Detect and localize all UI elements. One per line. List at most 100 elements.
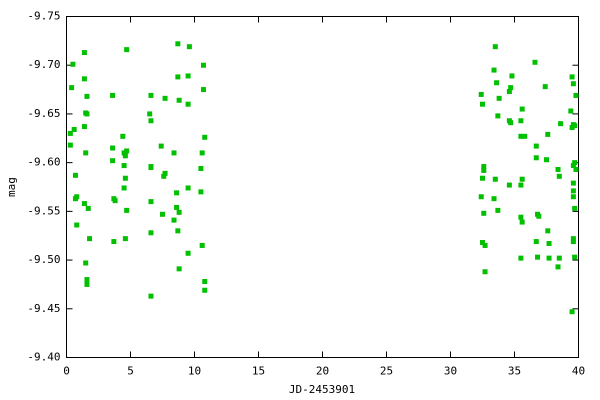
data-point xyxy=(558,121,564,127)
data-point xyxy=(570,188,576,194)
data-point xyxy=(84,111,90,117)
data-point xyxy=(81,50,87,56)
data-point xyxy=(72,172,78,178)
data-point xyxy=(71,127,77,133)
data-point xyxy=(556,255,562,261)
data-point xyxy=(199,150,205,156)
data-point xyxy=(69,85,75,91)
data-point xyxy=(174,190,180,196)
x-tick-label: 10 xyxy=(188,365,201,378)
data-point xyxy=(508,85,514,91)
data-point xyxy=(185,185,191,191)
data-point xyxy=(84,93,90,99)
data-point xyxy=(572,254,578,260)
data-point xyxy=(124,47,130,53)
data-point xyxy=(120,133,126,139)
data-point xyxy=(70,61,76,67)
data-point xyxy=(121,185,127,191)
data-point xyxy=(200,62,206,68)
data-point xyxy=(110,92,116,98)
data-point xyxy=(202,279,208,285)
data-point xyxy=(160,211,165,217)
data-point xyxy=(572,205,578,211)
data-point xyxy=(158,143,164,149)
data-point xyxy=(122,175,128,181)
data-point xyxy=(110,145,116,151)
data-point xyxy=(148,118,154,124)
data-point xyxy=(555,264,561,270)
data-point xyxy=(572,123,578,129)
data-point xyxy=(81,201,87,207)
data-point xyxy=(176,266,182,272)
data-point xyxy=(198,189,204,195)
data-point xyxy=(81,124,87,130)
data-point xyxy=(570,180,576,186)
data-point xyxy=(496,95,502,101)
data-point xyxy=(518,255,524,261)
x-tick-label: 15 xyxy=(252,365,265,378)
data-point xyxy=(545,228,551,234)
data-point xyxy=(121,150,127,156)
data-point xyxy=(83,260,89,266)
data-point xyxy=(147,111,153,117)
data-point xyxy=(533,239,539,245)
x-axis-label: JD-2453901 xyxy=(289,383,355,396)
data-point xyxy=(110,158,116,164)
data-point xyxy=(491,196,497,202)
data-point xyxy=(124,148,130,154)
data-point xyxy=(185,250,191,256)
data-point xyxy=(570,163,576,169)
data-point xyxy=(518,133,524,139)
data-point xyxy=(518,118,524,124)
plot-frame xyxy=(66,16,579,358)
data-point xyxy=(112,198,118,204)
data-point xyxy=(148,199,154,205)
data-point xyxy=(508,120,514,126)
x-tick-label: 5 xyxy=(127,365,134,378)
data-point xyxy=(478,91,484,97)
x-tick-label: 0 xyxy=(63,365,70,378)
data-point xyxy=(570,81,576,87)
data-point xyxy=(185,101,191,107)
data-point xyxy=(202,134,208,140)
data-point xyxy=(533,155,539,161)
data-point xyxy=(506,182,512,188)
y-tick-label: -9.40 xyxy=(27,351,60,364)
data-point xyxy=(569,309,575,315)
data-point xyxy=(545,131,551,137)
data-point xyxy=(111,239,117,245)
data-point xyxy=(522,133,528,139)
data-point xyxy=(171,217,177,223)
data-point xyxy=(569,74,575,80)
x-tick-label: 35 xyxy=(508,365,521,378)
data-point xyxy=(121,163,127,169)
data-point xyxy=(122,153,128,159)
data-point xyxy=(175,74,181,80)
data-point xyxy=(480,175,485,181)
data-point xyxy=(519,106,525,112)
data-point xyxy=(480,101,485,107)
y-tick-label: -9.55 xyxy=(27,204,60,217)
data-point xyxy=(175,228,181,234)
data-point xyxy=(572,160,578,166)
data-point xyxy=(532,59,538,65)
data-point xyxy=(85,205,91,211)
data-point xyxy=(176,97,182,103)
data-point xyxy=(573,92,579,98)
y-axis-label: mag xyxy=(5,177,18,197)
y-tick-label: -9.70 xyxy=(27,58,60,71)
data-point xyxy=(570,236,576,242)
data-point xyxy=(492,176,498,182)
data-point xyxy=(535,254,541,260)
data-point xyxy=(568,108,574,114)
data-point xyxy=(555,166,561,172)
data-point xyxy=(199,242,205,248)
x-tick-label: 30 xyxy=(444,365,457,378)
data-point xyxy=(546,241,552,247)
data-point xyxy=(495,207,501,213)
data-point xyxy=(148,92,154,98)
data-point xyxy=(186,44,192,50)
data-point xyxy=(481,164,487,170)
data-point xyxy=(67,130,73,136)
